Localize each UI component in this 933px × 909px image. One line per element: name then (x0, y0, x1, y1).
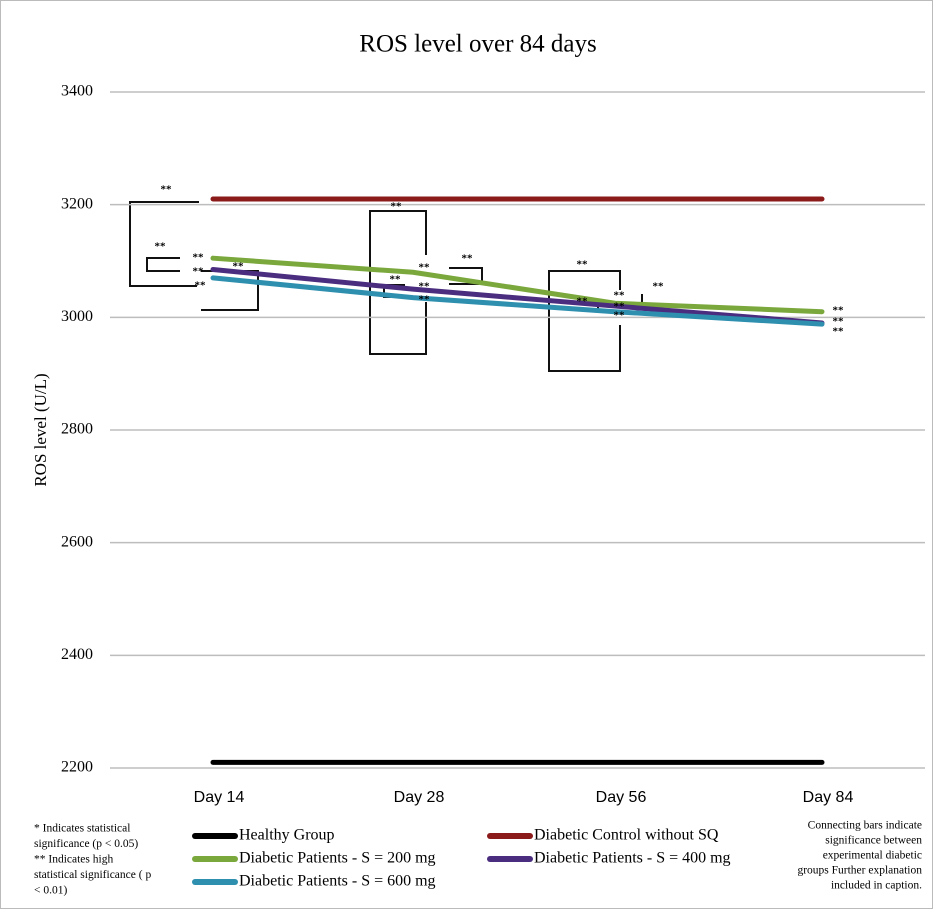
y-tick-label: 2800 (61, 421, 93, 438)
significance-star: ** (614, 310, 626, 322)
x-tick-label: Day 84 (803, 789, 854, 806)
significance-star: ** (462, 253, 474, 265)
series-line (210, 255, 825, 315)
series-line (210, 275, 825, 327)
legend-label: Diabetic Patients - S = 200 mg (239, 850, 436, 867)
significance-star: ** (833, 326, 845, 338)
significance-star: ** (419, 262, 431, 274)
x-tick-label: Day 56 (596, 789, 647, 806)
note-left: statistical significance ( p (34, 869, 151, 881)
significance-star: ** (419, 294, 431, 306)
significance-star: ** (195, 280, 207, 292)
significance-star: ** (419, 281, 431, 293)
x-tick-label: Day 28 (394, 789, 445, 806)
note-left: ** Indicates high (34, 854, 113, 866)
significance-star: ** (577, 296, 589, 308)
significance-star: ** (653, 281, 665, 293)
note-right: included in caption. (831, 880, 922, 892)
y-tick-label: 2400 (61, 646, 93, 663)
significance-star: ** (614, 301, 626, 313)
y-axis-label: ROS level (U/L) (31, 373, 50, 486)
significance-star: ** (161, 184, 173, 196)
y-tick-label: 3400 (61, 83, 93, 100)
significance-star: ** (833, 316, 845, 328)
significance-star: ** (233, 261, 245, 273)
legend-label: Diabetic Patients - S = 600 mg (239, 873, 436, 890)
note-left: * Indicates statistical (34, 823, 130, 835)
note-right: significance between (825, 835, 922, 847)
significance-star: ** (833, 305, 845, 317)
significance-star: ** (614, 290, 626, 302)
y-tick-label: 3200 (61, 195, 93, 212)
legend-label: Diabetic Patients - S = 400 mg (534, 850, 731, 867)
series-line (210, 266, 825, 326)
note-left: < 0.01) (34, 885, 67, 897)
note-right: experimental diabetic (823, 850, 922, 862)
significance-star: ** (577, 259, 589, 271)
x-tick-label: Day 14 (194, 789, 245, 806)
significance-star: ** (193, 266, 205, 278)
y-tick-label: 2200 (61, 759, 93, 776)
chart-title: ROS level over 84 days (359, 31, 596, 58)
legend-label: Diabetic Control without SQ (534, 827, 719, 844)
y-tick-label: 2600 (61, 533, 93, 550)
y-tick-label: 3000 (61, 308, 93, 325)
significance-star: ** (390, 274, 402, 286)
significance-star: ** (193, 252, 205, 264)
note-right: groups Further explanation (797, 865, 922, 877)
significance-star: ** (155, 241, 167, 253)
note-right: Connecting bars indicate (808, 820, 922, 832)
significance-star: ** (391, 201, 403, 213)
note-left: significance (p < 0.05) (34, 838, 138, 850)
legend-label: Healthy Group (239, 827, 335, 844)
